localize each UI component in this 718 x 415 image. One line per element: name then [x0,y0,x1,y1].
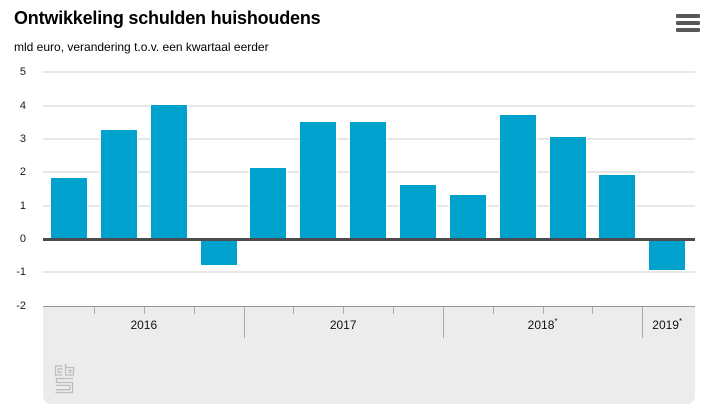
quarter-tick [93,307,95,314]
y-axis-tick-label: 2 [19,166,26,179]
bar[interactable] [199,239,238,266]
y-axis-tick-label: 5 [19,66,26,79]
provisional-asterisk: * [678,317,683,326]
bar[interactable] [398,184,437,239]
bar[interactable] [99,128,138,239]
quarter-tick [293,307,295,314]
quarter-tick [592,307,594,314]
provisional-asterisk: * [554,317,558,326]
page-title: Ontwikkeling schulden huishoudens [14,8,321,28]
chart-subtitle: mld euro, verandering t.o.v. een kwartaa… [14,40,269,54]
gridline [43,271,695,274]
bar[interactable] [648,239,687,271]
quarter-tick [193,307,195,314]
year-separator-tick [642,307,644,338]
quarter-tick [542,307,544,314]
menu-bar [676,28,700,32]
menu-bar [676,21,700,25]
x-axis-year-label: 2019* [652,317,683,332]
bar[interactable] [249,167,288,239]
y-axis-tick-label: -2 [16,299,26,312]
zero-axis-line [43,237,695,241]
x-axis-year-label: 2016 [130,318,158,332]
gridline [43,104,695,107]
y-axis-tick-label: -1 [16,266,26,279]
bar[interactable] [149,103,188,239]
cbs-logo [54,363,75,394]
year-separator-tick [442,307,444,338]
y-axis-tick-label: 3 [19,132,26,145]
bar[interactable] [548,135,587,239]
bar[interactable] [498,113,537,239]
quarter-tick [393,307,394,314]
bar[interactable] [349,120,388,239]
bar[interactable] [448,194,487,239]
quarter-tick [343,307,345,314]
y-axis-tick-label: 0 [19,233,26,245]
x-axis-year-label: 2017 [329,318,357,332]
quarter-tick [143,307,145,314]
y-axis-tick-label: 4 [19,99,26,112]
bar[interactable] [598,174,637,239]
hamburger-menu-icon[interactable] [674,12,702,36]
year-separator-tick [243,307,245,338]
y-axis-tick-label: 1 [19,199,26,212]
bar[interactable] [50,177,88,239]
bar[interactable] [299,120,338,239]
x-axis-band: 2016 2017 2018* 2019* [43,306,695,404]
x-axis-year-label: 2018* [527,317,558,332]
menu-bar [676,14,700,18]
gridline [43,71,695,74]
quarter-tick [492,307,494,314]
